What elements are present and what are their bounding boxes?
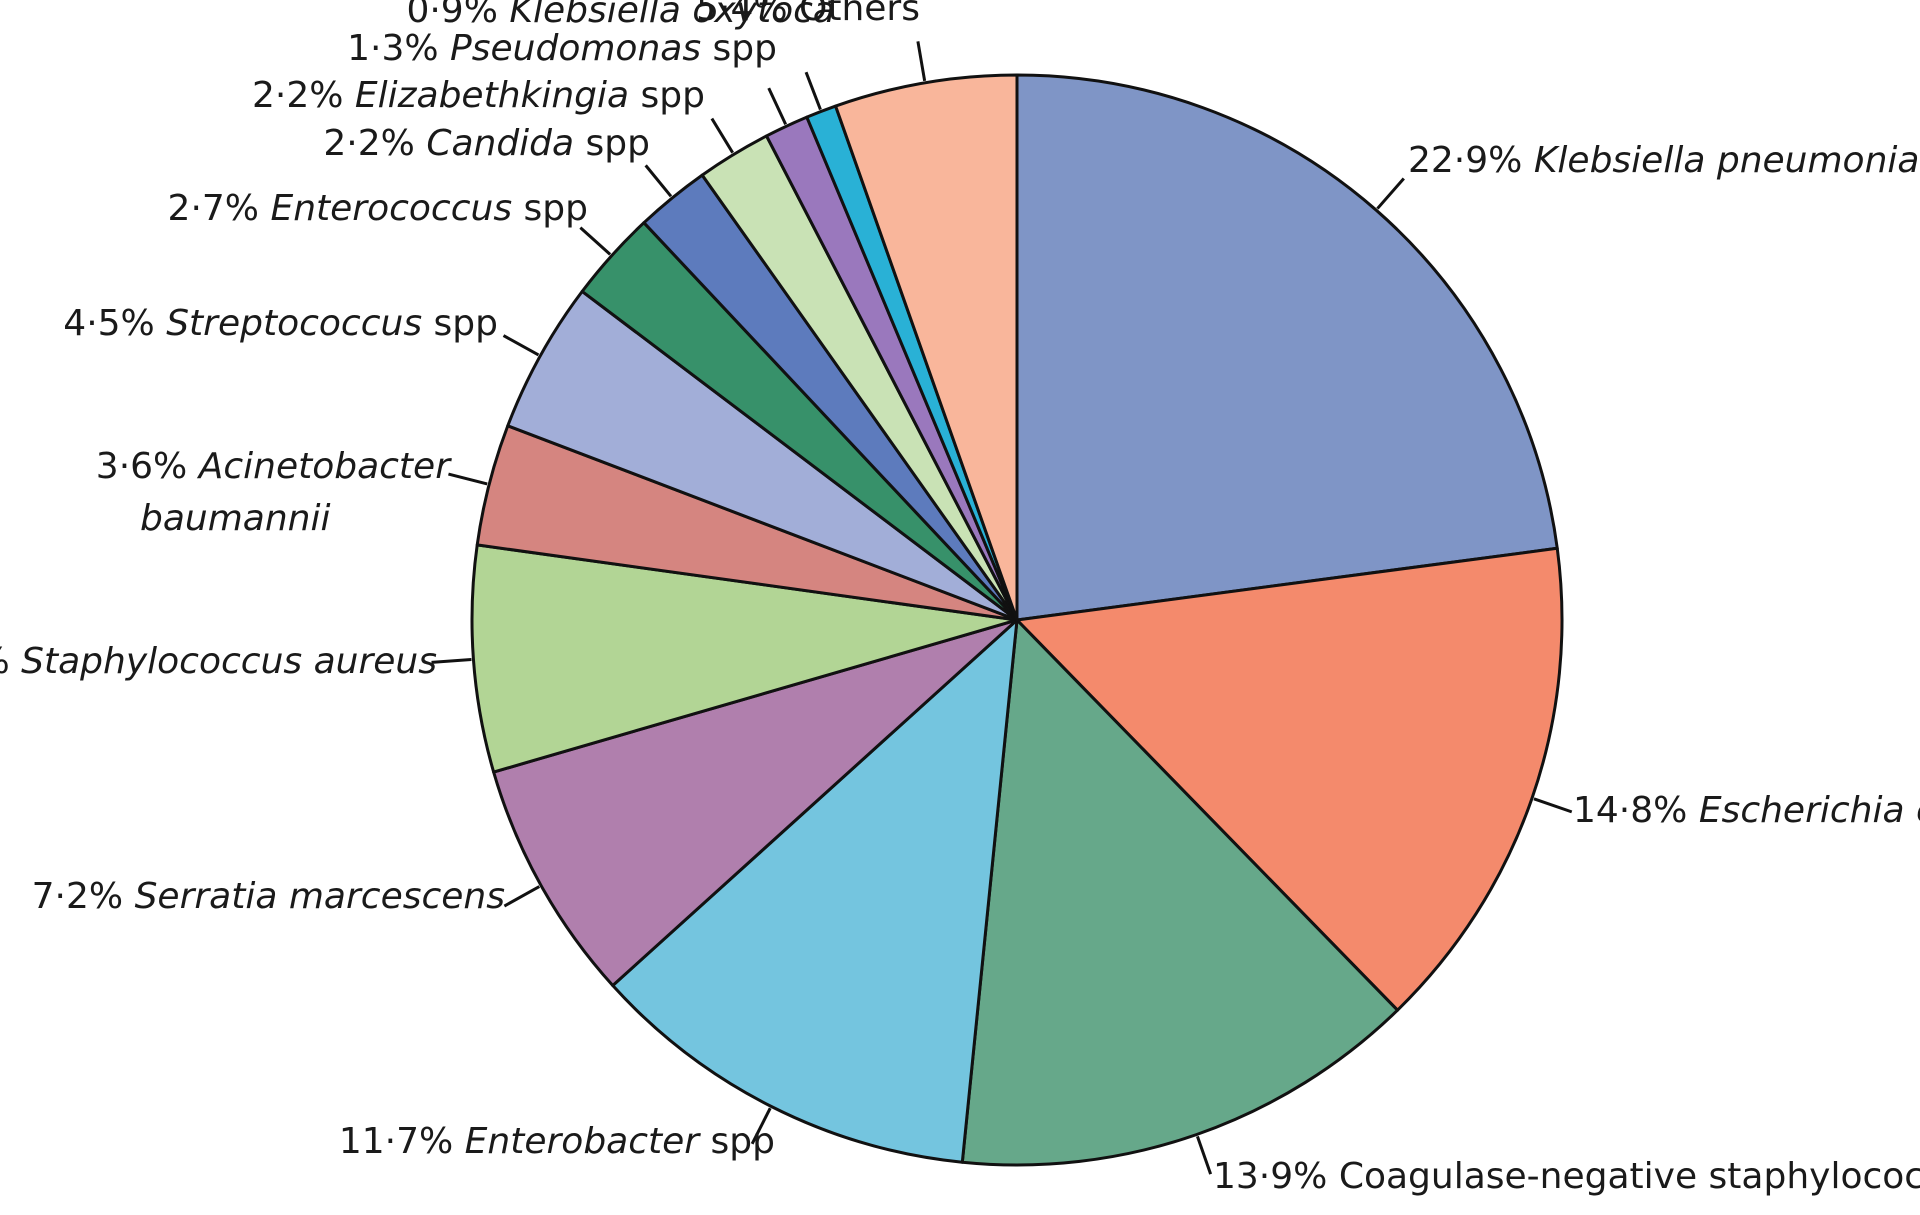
slice-suffix: spp	[574, 123, 650, 164]
slice-percent: 4·5%	[63, 303, 166, 344]
slice-label: 2·7% Enterococcus spp	[168, 188, 588, 229]
leader-lines	[431, 41, 1573, 1175]
leader-line	[1533, 797, 1573, 814]
slice-name: Escherichia coli	[1699, 790, 1920, 831]
slice-suffix: spp	[701, 28, 777, 69]
slice-name: Enterococcus	[270, 188, 512, 229]
slice-percent: 1·3%	[347, 28, 450, 69]
slice-name: Streptococcus	[166, 303, 422, 344]
slice-name: Klebsiella oxytoca	[509, 0, 835, 31]
slice-label: 0·9% Klebsiella oxytoca	[406, 0, 835, 31]
slice-label-line2: baumannii	[140, 498, 331, 539]
leader-line	[710, 117, 734, 154]
slice-name: Enterobacter	[465, 1121, 702, 1162]
leader-line	[503, 885, 541, 908]
leader-line	[644, 164, 673, 198]
slice-name: Klebsiella pneumoniae	[1534, 140, 1920, 181]
leader-line	[448, 472, 488, 486]
slice-label: 4·5% Streptococcus spp	[63, 303, 498, 344]
slice-label: 11·7% Enterobacter spp	[339, 1121, 775, 1162]
slice-label: 13·9% Coagulase-negative staphylococci	[1213, 1156, 1920, 1197]
leader-line	[502, 334, 540, 357]
slice-label: 22·9% Klebsiella pneumoniae	[1408, 140, 1920, 181]
leader-line	[1376, 177, 1405, 210]
slice-percent: 6·7%	[0, 641, 21, 682]
slice-label: 2·2% Elizabethkingia spp	[252, 75, 705, 116]
slice-percent: 7·2%	[32, 876, 135, 917]
slice-percent: 3·6%	[96, 446, 199, 487]
slice-suffix: spp	[512, 188, 588, 229]
leader-line	[767, 87, 788, 125]
slice-name: Elizabethkingia	[355, 75, 629, 116]
slice-percent: 2·7%	[168, 188, 271, 229]
leader-line	[804, 71, 822, 111]
slice-label: 6·7% Staphylococcus aureus	[0, 641, 437, 682]
slice-label: 7·2% Serratia marcescens	[32, 876, 505, 917]
slice-label: 14·8% Escherichia coli	[1573, 790, 1920, 831]
slice-suffix: spp	[699, 1121, 775, 1162]
slice-label: 3·6% Acinetobacter	[96, 446, 452, 487]
slice-percent: 2·2%	[252, 75, 355, 116]
slice-percent: 11·7%	[339, 1121, 465, 1162]
leader-line	[431, 657, 472, 664]
slice-suffix: Coagulase-negative staphylococci	[1339, 1156, 1920, 1197]
slice-name: Pseudomonas	[450, 28, 701, 69]
pie-slices	[470, 73, 1564, 1167]
pie-slice	[1015, 73, 1559, 622]
slice-suffix: Others	[799, 0, 920, 29]
slice-percent: 13·9%	[1213, 1156, 1339, 1197]
slice-percent: 0·9%	[406, 0, 509, 31]
slice-name: Candida	[426, 123, 574, 164]
slice-suffix: spp	[629, 75, 705, 116]
leader-line	[1196, 1135, 1213, 1175]
pie-slice	[611, 618, 1019, 1164]
slice-percent: 22·9%	[1408, 140, 1534, 181]
slice-name: Serratia marcescens	[135, 876, 505, 917]
leader-line	[750, 1107, 772, 1145]
pie-slice	[960, 618, 1399, 1167]
slice-name: Acinetobacter	[197, 446, 452, 487]
leader-line	[579, 226, 612, 256]
pie-slice	[834, 73, 1019, 622]
pie-slice	[492, 618, 1019, 988]
slice-suffix: spp	[422, 303, 498, 344]
slice-label: 1·3% Pseudomonas spp	[347, 28, 777, 69]
slice-label: 2·2% Candida spp	[323, 123, 650, 164]
slice-percent: 14·8%	[1573, 790, 1699, 831]
slice-name: Staphylococcus aureus	[21, 641, 437, 682]
slice-label: 5·4% Others	[696, 0, 920, 29]
slice-percent: 5·4%	[696, 0, 799, 29]
pie-slice	[1015, 546, 1564, 1012]
leader-line	[916, 41, 927, 82]
slice-percent: 2·2%	[323, 123, 426, 164]
